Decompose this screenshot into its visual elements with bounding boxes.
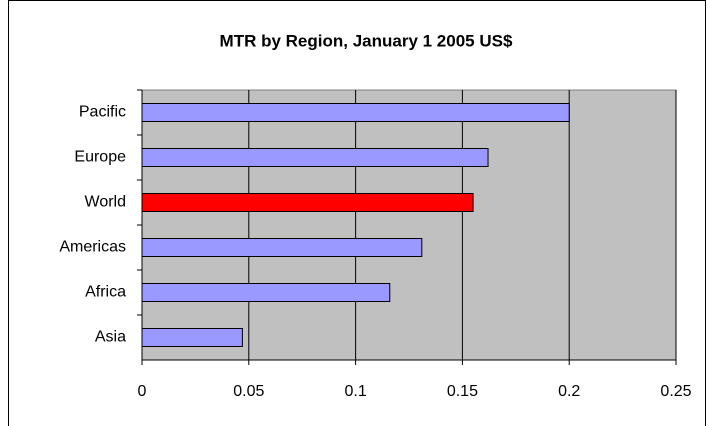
y-tick-label: Africa (85, 284, 126, 301)
plot-area (141, 89, 677, 361)
chart-title: MTR by Region, January 1 2005 US$ (220, 31, 513, 50)
x-tick-label: 0 (138, 383, 147, 400)
x-tick-label: 0.2 (558, 383, 580, 400)
bar (141, 148, 489, 167)
bar (141, 328, 243, 347)
x-tick-label: 0.15 (447, 383, 478, 400)
x-tick-label: 0.25 (660, 383, 691, 400)
x-tick-label: 0.05 (233, 383, 264, 400)
x-tick-label: 0.1 (344, 383, 366, 400)
chart-border (8, 0, 706, 426)
y-tick-label: Pacific (79, 104, 126, 121)
y-tick-label: Asia (95, 329, 126, 346)
y-tick-label: World (85, 194, 127, 211)
bar (141, 238, 423, 257)
y-tick-label: Americas (59, 239, 126, 256)
y-tick-label: Europe (74, 149, 126, 166)
bar (141, 193, 474, 212)
bar (141, 283, 391, 302)
bar (141, 103, 570, 122)
